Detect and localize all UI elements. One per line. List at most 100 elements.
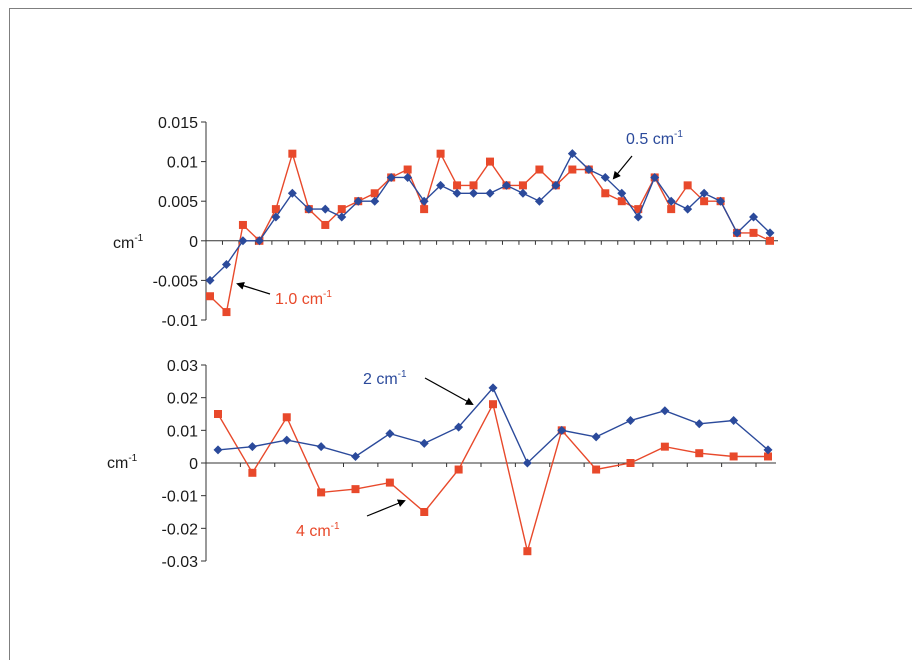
series-0-point	[452, 188, 462, 198]
annotation-0-5-cm: 0.5 cm-1	[626, 129, 683, 148]
y-tick-label: -0.01	[162, 313, 199, 330]
series-1-point	[634, 205, 643, 214]
series-0-point	[488, 383, 498, 393]
y-unit-label: cm-1	[113, 233, 144, 252]
series-0-point	[282, 435, 292, 445]
series-1-point	[385, 478, 394, 487]
series-0-point	[551, 180, 561, 190]
series-1-point	[523, 547, 532, 556]
series-0-point	[254, 236, 264, 246]
annotation-arrow-2-cm	[424, 377, 474, 405]
series-0-point	[247, 442, 257, 452]
series-0-point	[304, 204, 314, 214]
series-0-point	[238, 236, 248, 246]
y-tick-label: 0	[189, 234, 198, 251]
series-1-point	[282, 413, 291, 422]
series-0-point	[320, 204, 330, 214]
series-1-point	[518, 181, 527, 190]
y-tick-label: -0.02	[162, 521, 199, 538]
series-0-point	[765, 228, 775, 238]
series-0-point	[660, 406, 670, 416]
series-0-point	[403, 172, 413, 182]
series-0-point	[351, 451, 360, 461]
series-0-point	[626, 416, 635, 426]
series-1-point	[568, 165, 577, 174]
series-1-point	[248, 468, 257, 477]
series-0-point	[591, 432, 601, 442]
annotation-2-cm: 2 cm-1	[363, 369, 407, 388]
series-0-point	[213, 445, 223, 455]
series-0-point	[287, 188, 297, 198]
series-0-point	[419, 196, 429, 206]
series-0-point	[729, 416, 739, 426]
series-0-point	[694, 419, 704, 429]
series-1-point	[486, 157, 494, 166]
series-0-point	[699, 188, 709, 198]
y-unit-label: cm-1	[107, 453, 138, 472]
series-1-point	[469, 181, 478, 190]
series-0-point	[316, 442, 326, 452]
series-1-point	[454, 465, 463, 474]
series-1-point	[535, 165, 544, 174]
series-1-point	[626, 459, 635, 467]
series-1-point	[695, 449, 704, 458]
series-0-point	[205, 275, 215, 285]
series-0-point	[353, 196, 363, 206]
series-0-point	[522, 458, 532, 468]
series-1-point	[764, 452, 772, 461]
series-1-point	[667, 205, 676, 214]
series-0-point	[454, 422, 464, 432]
series-0-point	[567, 149, 577, 159]
series-1-point	[238, 220, 247, 229]
series-0-point	[386, 172, 396, 182]
series-0-point	[436, 180, 446, 190]
series-1-point	[749, 228, 758, 237]
series-0-point	[633, 212, 643, 222]
series-1-point	[683, 181, 692, 190]
series-0-point	[557, 425, 567, 435]
series-0-line	[209, 152, 771, 281]
series-1-point	[420, 508, 429, 516]
series-0-line	[217, 386, 769, 465]
series-1-point	[317, 488, 326, 497]
series-1-point	[420, 205, 429, 214]
series-1-point	[337, 205, 346, 214]
series-0-point	[501, 180, 511, 190]
series-0-point	[518, 188, 528, 198]
y-tick-label: -0.03	[162, 554, 199, 571]
series-1-point	[321, 220, 330, 229]
series-0-point	[419, 438, 429, 448]
y-tick-label: -0.005	[153, 273, 198, 290]
series-0-point	[716, 196, 726, 206]
series-0-point	[485, 188, 495, 198]
series-1-point	[489, 400, 497, 409]
series-0-point	[337, 212, 347, 222]
series-1-point	[766, 236, 774, 245]
series-1-line	[209, 151, 771, 314]
series-1-point	[592, 465, 601, 474]
series-1-point	[700, 197, 709, 206]
series-1-point	[222, 308, 231, 317]
y-tick-label: 0.03	[167, 358, 198, 375]
series-0-point	[732, 228, 742, 238]
series-1-point	[601, 189, 610, 198]
series-0-point	[763, 445, 773, 455]
series-1-point	[370, 189, 379, 198]
series-0-point	[271, 212, 281, 222]
annotation-1-0-cm: 1.0 cm-1	[275, 289, 332, 308]
series-0-point	[221, 260, 231, 270]
chart-0: 0.015 0.01 0.005 0 -0.005 -0.01 cm-1	[113, 115, 778, 330]
series-1-point	[436, 149, 445, 158]
series-1-point	[271, 205, 280, 214]
series-1-point	[453, 181, 462, 190]
series-1-point	[214, 410, 222, 418]
y-tick-label: 0.005	[158, 194, 198, 211]
series-1-point	[617, 197, 626, 206]
y-tick-label: 0.02	[167, 391, 198, 408]
annotation-4-cm: 4 cm-1	[296, 521, 340, 540]
series-0-point	[370, 196, 380, 206]
series-0-point	[469, 188, 479, 198]
series-0-point	[584, 165, 594, 175]
y-tick-label: 0.01	[167, 423, 198, 440]
